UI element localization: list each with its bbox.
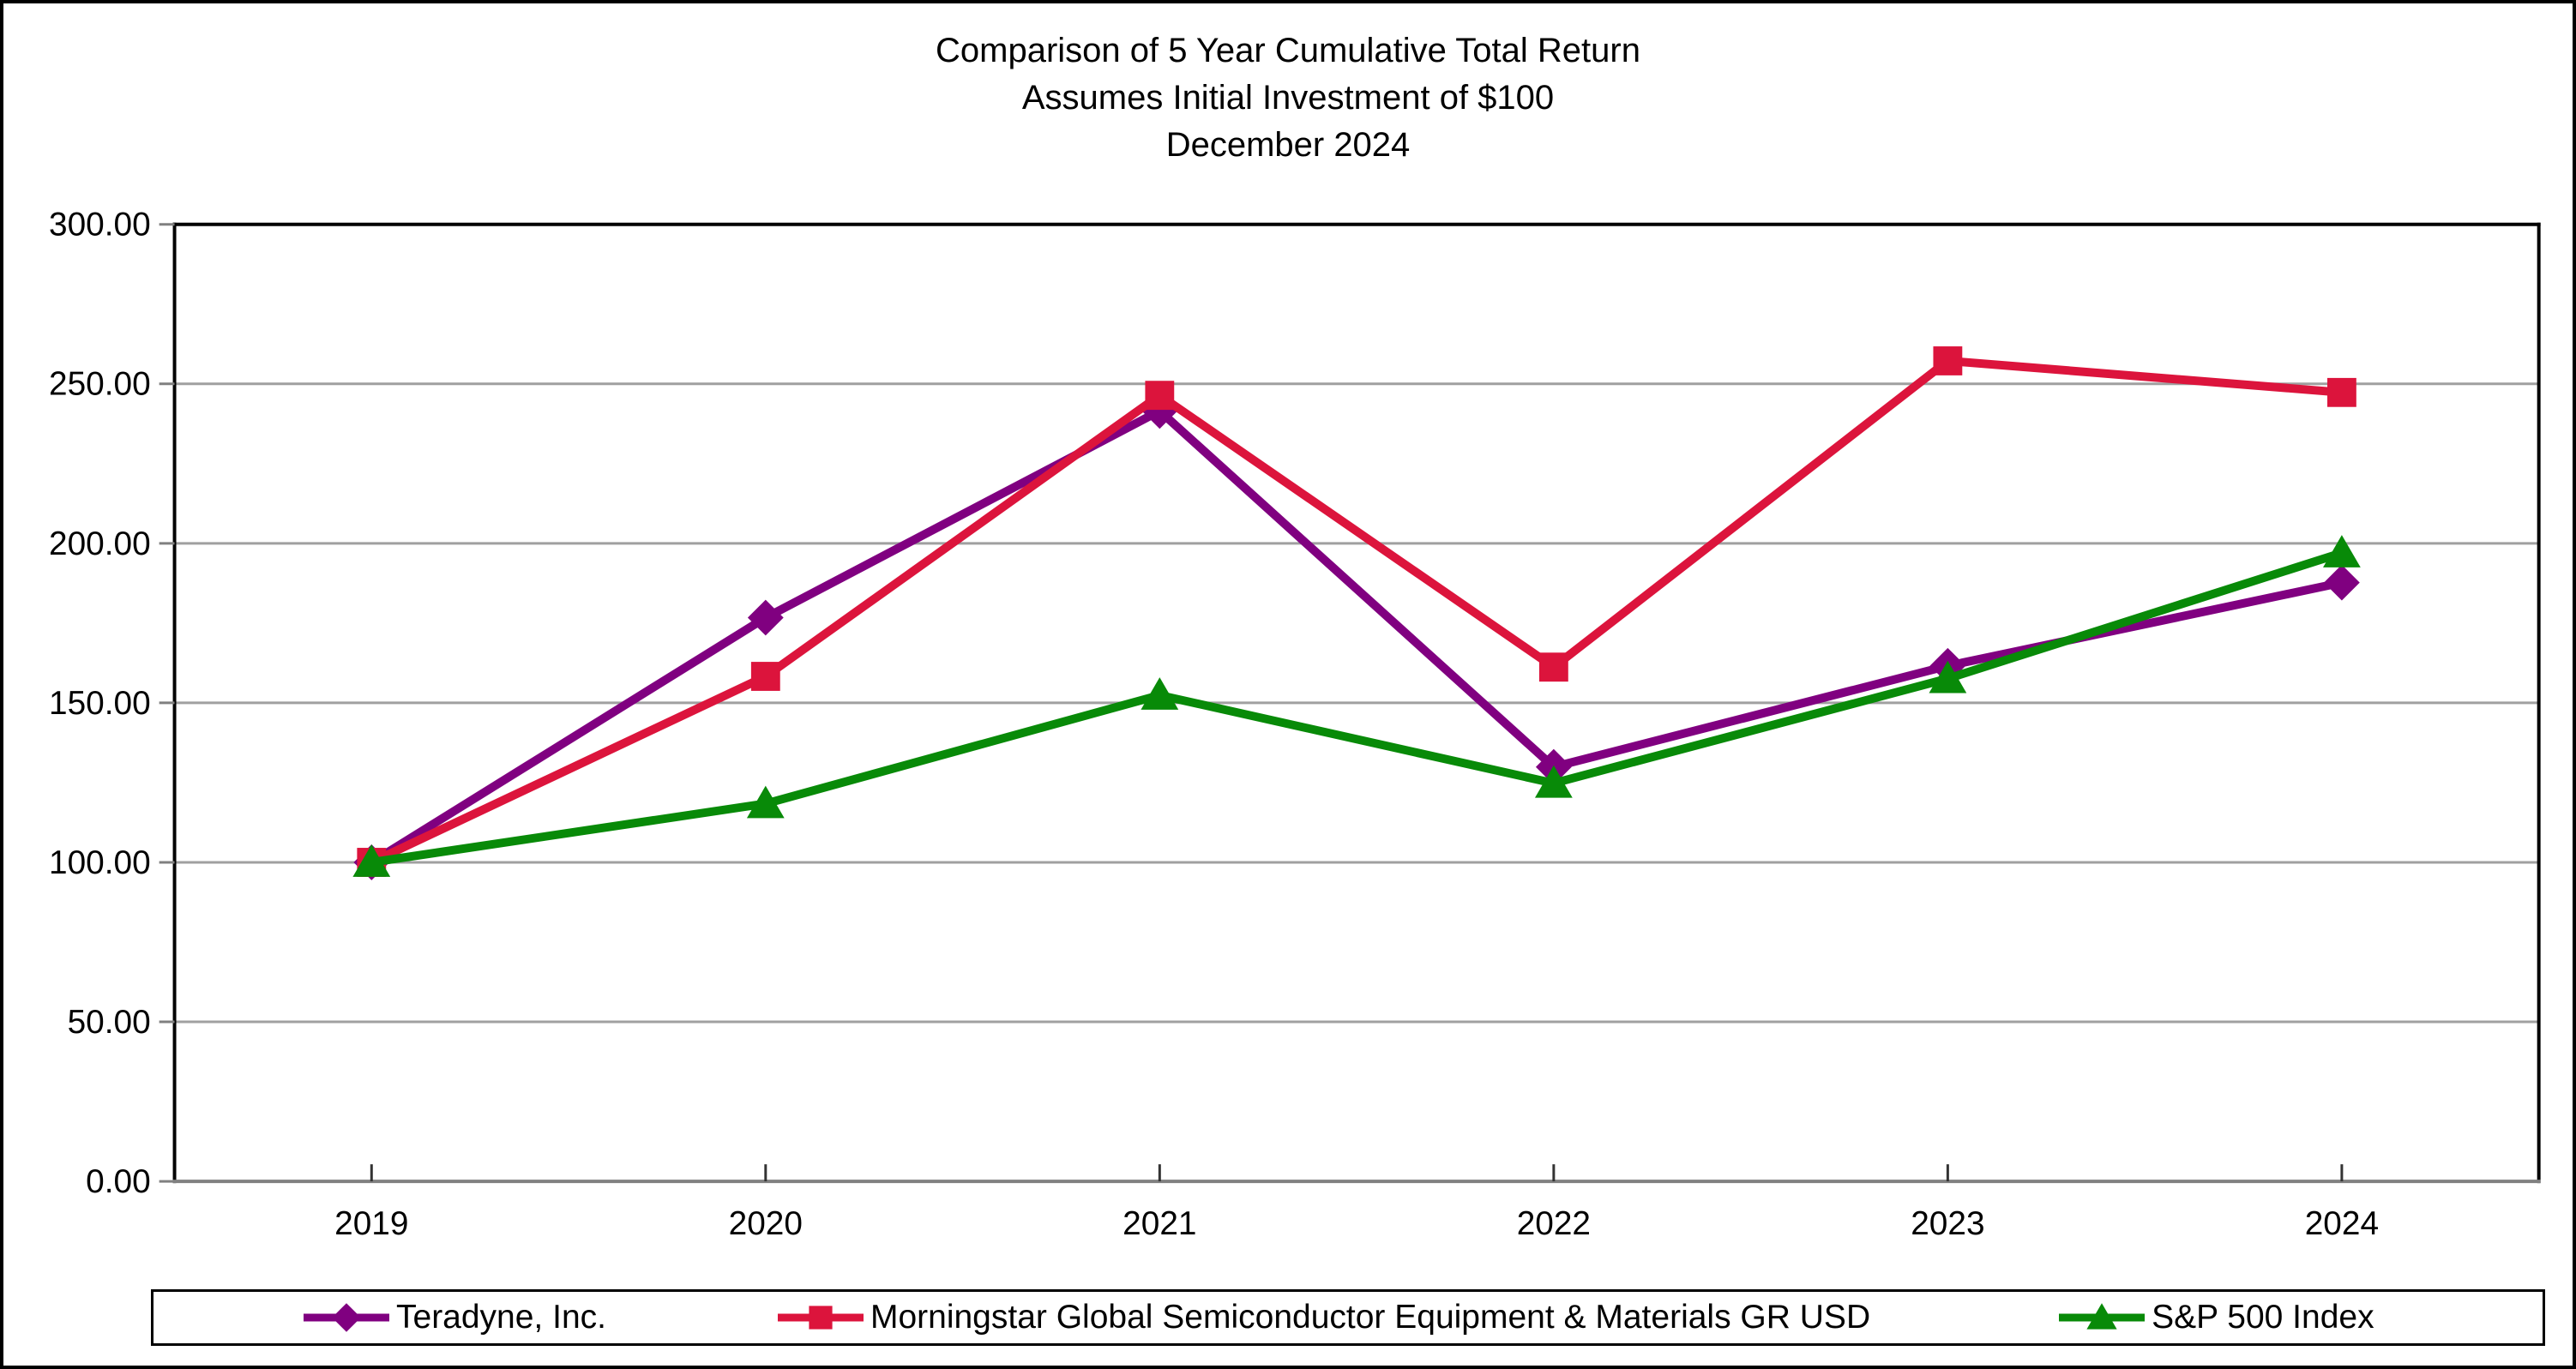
x-axis-label: 2020 [729,1205,803,1242]
y-tick-label: 0.00 [86,1163,151,1200]
square-marker [2326,377,2356,407]
y-tick-label: 300.00 [49,207,151,243]
x-axis-label: 2022 [1517,1205,1591,1242]
y-tick-label: 150.00 [49,685,151,722]
chart-title-line-3: December 2024 [1165,126,1411,164]
x-axis-ticks: 2019 2020 2021 2022 2023 2024 [334,1164,2379,1242]
triangle-marker [2086,1303,2117,1330]
chart-title: Comparison of 5 Year Cumulative Total Re… [3,27,2573,169]
triangle-marker [352,844,391,877]
legend-item-morningstar-index: Morningstar Global Semiconductor Equipme… [777,1299,1871,1336]
series-line [369,405,2343,867]
legend-label-sp500: S&P 500 Index [2152,1299,2374,1336]
square-marker [1933,346,1963,375]
y-tick-label: 50.00 [68,1004,151,1041]
legend-label-morningstar-index: Morningstar Global Semiconductor Equipme… [870,1299,1871,1336]
chart-title-line-2: Assumes Initial Investment of $100 [1021,79,1555,117]
y-tick-label: 100.00 [49,844,151,881]
y-tick-label: 250.00 [49,366,151,403]
legend-item-sp500: S&P 500 Index [2059,1299,2374,1336]
chart-legend: Teradyne, Inc. Morningstar Global Semico… [151,1289,2545,1346]
diamond-marker [2324,564,2360,601]
square-marker [1538,652,1568,682]
square-marker [1145,381,1175,411]
square-marker [809,1306,833,1330]
series-2 [352,535,2361,877]
chart-title-line-1: Comparison of 5 Year Cumulative Total Re… [936,32,1640,69]
x-axis-label: 2021 [1122,1205,1196,1242]
teradyne-diamond-marker-icon [304,1303,389,1332]
triangle-marker [746,785,785,819]
y-axis-ticks: 0.00 50.00 100.00 150.00 200.00 250.00 300.00 [49,207,175,1200]
diamond-marker [332,1303,361,1332]
legend-item-teradyne: Teradyne, Inc. [304,1299,606,1336]
triangle-marker [1141,677,1179,710]
x-axis-label: 2023 [1911,1205,1984,1242]
series-1 [357,346,2356,877]
square-marker [750,662,780,691]
x-axis-label: 2019 [334,1205,408,1242]
y-tick-label: 200.00 [49,525,151,562]
x-axis-label: 2024 [2305,1205,2379,1242]
triangle-marker [1929,660,1967,694]
legend-label-teradyne: Teradyne, Inc. [396,1299,606,1336]
morningstar-square-marker-icon [777,1306,864,1330]
line-chart-plot: 0.00 50.00 100.00 150.00 200.00 250.00 300.00 2… [49,207,2541,1242]
triangle-marker [1534,765,1573,798]
series-0 [353,393,2360,880]
series-line [370,356,2343,867]
sp500-triangle-marker-icon [2059,1303,2146,1330]
gridlines [174,382,2539,1024]
chart-legend-items: Teradyne, Inc. Morningstar Global Semico… [153,1292,2543,1343]
series-line [370,549,2344,867]
triangle-marker [2323,535,2361,567]
